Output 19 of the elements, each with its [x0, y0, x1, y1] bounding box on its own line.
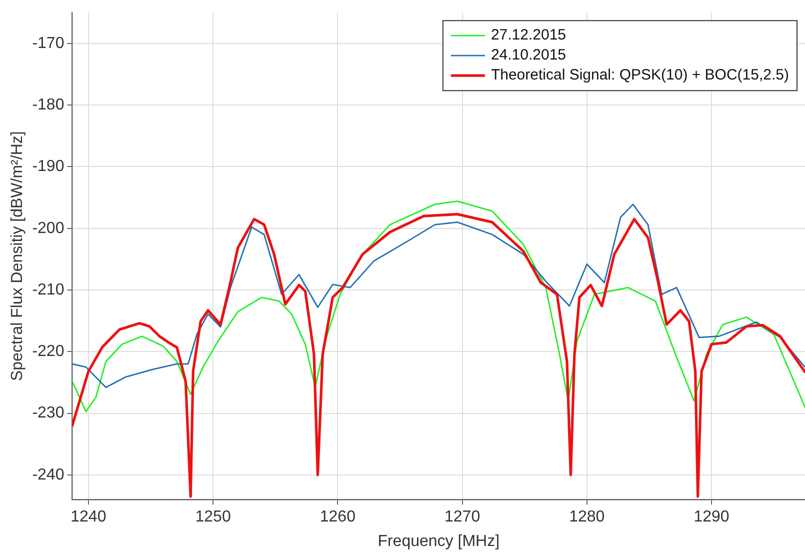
y-tick-label: -220 — [32, 343, 64, 360]
y-tick-label: -240 — [32, 466, 64, 484]
y-tick-label: -170 — [32, 34, 64, 52]
y-tick-label: -200 — [32, 220, 64, 237]
y-tick-label: -190 — [32, 158, 64, 176]
x-tick-label: 1290 — [694, 508, 730, 526]
legend-label: 27.12.2015 — [490, 26, 566, 44]
y-tick-label: -180 — [32, 96, 64, 114]
legend-label: Theoretical Signal: QPSK(10) + BOC(15,2.5) — [490, 66, 790, 84]
y-tick-label: -210 — [32, 281, 64, 298]
x-tick-label: 1280 — [569, 508, 605, 526]
x-axis-title: Frequency [MHz] — [378, 532, 500, 550]
x-tick-label: 1240 — [70, 508, 106, 526]
x-tick-label: 1250 — [195, 508, 231, 526]
x-tick-label: 1260 — [320, 508, 356, 526]
legend-label: 24.10.2015 — [490, 46, 566, 64]
y-axis-title: Spectral Flux Densitiy [dBW/m²/Hz] — [9, 131, 26, 382]
y-tick-label: -230 — [32, 404, 64, 422]
x-tick-label: 1270 — [444, 508, 480, 526]
